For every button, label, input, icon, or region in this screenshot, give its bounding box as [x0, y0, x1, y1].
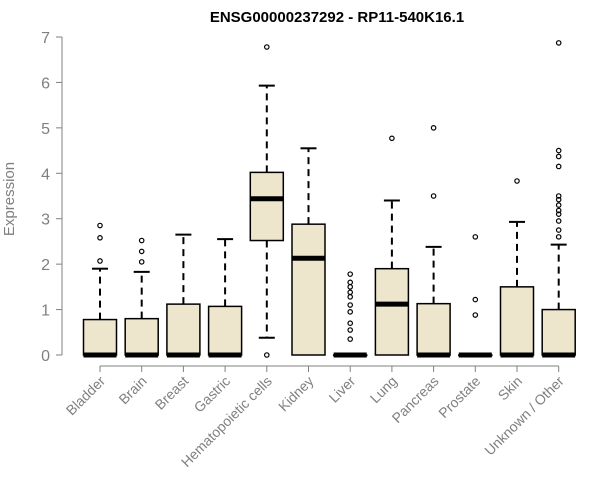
box-iqr — [166, 303, 201, 356]
x-tick-label: Prostate — [435, 373, 483, 421]
x-tick-label: Breast — [152, 373, 192, 413]
outlier-point — [555, 40, 562, 46]
outlier-point — [555, 211, 562, 217]
outlier-point — [555, 234, 562, 240]
outlier-point — [138, 259, 145, 265]
outlier-point — [347, 271, 354, 277]
outlier-point — [347, 284, 354, 290]
y-tick-label: 5 — [41, 121, 50, 138]
outlier-point — [472, 234, 479, 240]
x-tick-label: Skin — [495, 373, 526, 404]
box-group — [291, 147, 326, 356]
outlier-point — [138, 237, 145, 244]
box-group — [541, 40, 576, 358]
y-tick-label: 7 — [41, 30, 50, 47]
box-iqr — [207, 305, 243, 356]
x-tick-label: Bladder — [63, 373, 109, 419]
outlier-point — [555, 196, 562, 203]
y-axis-label: Expression — [1, 162, 18, 236]
y-tick-label: 2 — [41, 257, 50, 274]
outlier-point — [555, 218, 562, 224]
box-group — [166, 233, 201, 358]
box-group — [458, 234, 493, 358]
chart-title: ENSG00000237292 - RP11-540K16.1 — [210, 9, 464, 26]
outlier-point — [347, 309, 354, 315]
x-tick-label: Brain — [115, 373, 149, 407]
outlier-point — [430, 125, 437, 131]
outlier-point — [347, 327, 354, 333]
y-tick-label: 6 — [41, 75, 50, 92]
outlier-point — [347, 302, 354, 308]
box-group — [124, 237, 159, 358]
box-iqr — [124, 317, 159, 356]
outlier-point — [347, 320, 354, 327]
outlier-point — [347, 289, 354, 296]
outlier-point — [555, 147, 562, 154]
box-iqr — [249, 171, 285, 242]
box-iqr — [291, 223, 326, 356]
box-iqr — [541, 308, 576, 356]
outlier-point — [389, 135, 395, 142]
x-tick-label: Liver — [326, 373, 359, 406]
outlier-point — [347, 294, 354, 300]
y-tick-label: 3 — [41, 212, 50, 229]
outlier-point — [97, 222, 103, 229]
outlier-point — [555, 163, 562, 170]
box-group — [249, 44, 285, 358]
box-group — [374, 135, 410, 356]
outlier-point — [555, 153, 562, 160]
outlier-point — [138, 248, 145, 255]
y-axis: 0 1 2 3 4 5 6 7 — [41, 30, 63, 365]
outlier-point — [97, 258, 103, 264]
box-group — [207, 238, 243, 358]
box-group — [82, 222, 118, 358]
box-iqr — [416, 302, 451, 356]
box-iqr — [499, 286, 535, 356]
outlier-point — [555, 207, 562, 214]
box-group — [416, 125, 451, 358]
y-tick-label: 4 — [41, 166, 50, 183]
outlier-point — [347, 336, 354, 342]
outlier-point — [555, 227, 562, 233]
outlier-point — [347, 279, 354, 286]
outlier-point — [472, 296, 479, 303]
box-group — [332, 271, 368, 358]
outlier-point — [472, 312, 479, 318]
outlier-point — [555, 193, 562, 199]
box-group — [499, 178, 535, 358]
y-tick-label: 1 — [41, 303, 50, 320]
x-tick-label: Unknown / Other — [481, 373, 567, 459]
box-iqr — [82, 318, 118, 356]
boxes-layer — [82, 40, 576, 358]
outlier-point — [514, 178, 520, 184]
outlier-point — [263, 44, 270, 50]
outlier-point — [97, 234, 103, 241]
x-tick-label: Kidney — [275, 373, 317, 415]
box-iqr — [374, 267, 410, 356]
outlier-point — [263, 352, 270, 358]
outlier-point — [555, 202, 562, 208]
x-tick-label: Lung — [367, 373, 400, 406]
outlier-point — [430, 193, 437, 199]
y-tick-label: 0 — [41, 348, 50, 365]
